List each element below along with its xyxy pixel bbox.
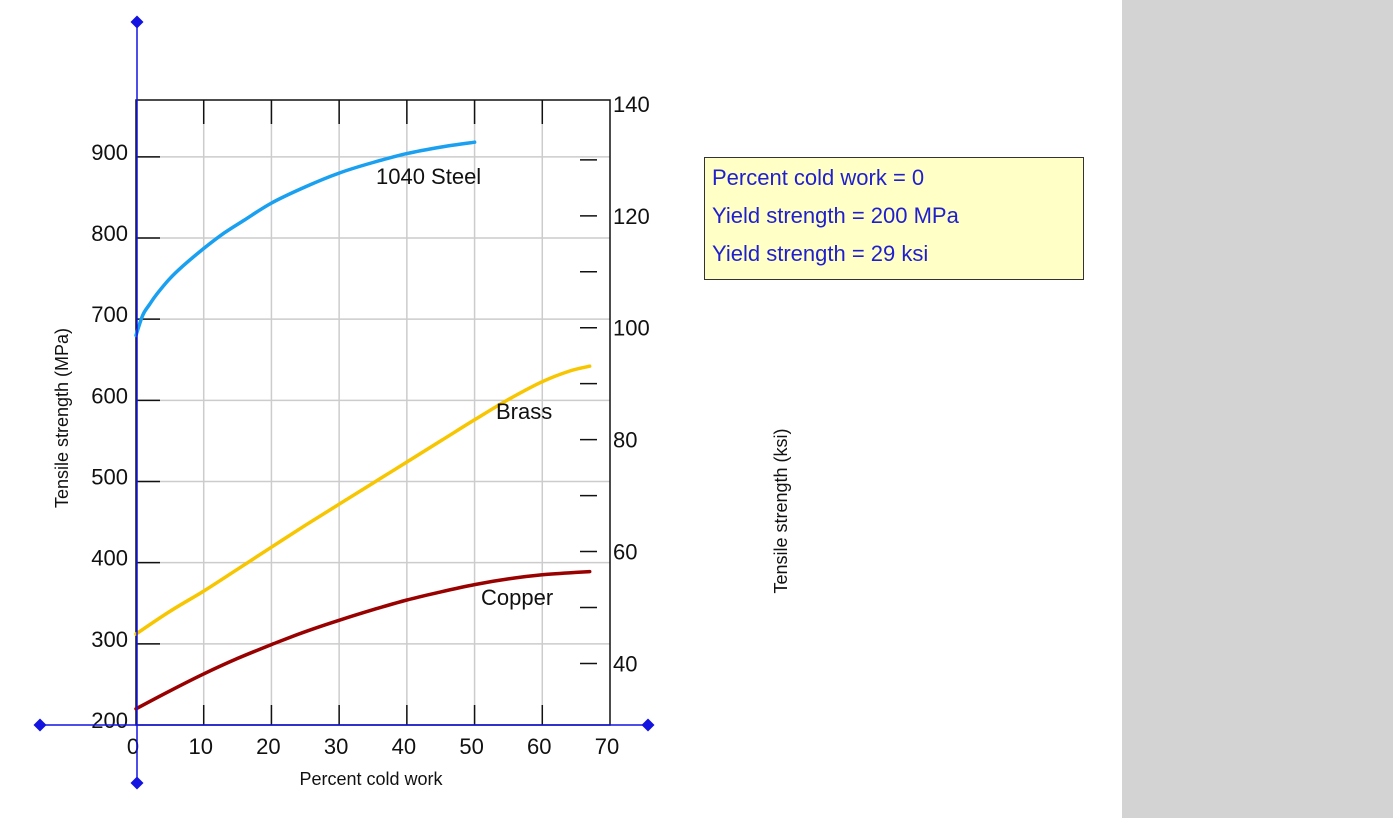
y-tick-label-900: 900 — [91, 140, 128, 165]
copper-label: Copper — [481, 585, 553, 610]
y-tick-label-600: 600 — [91, 383, 128, 408]
y-tick-label-700: 700 — [91, 302, 128, 327]
y-right-tick-label-120: 120 — [613, 204, 650, 229]
x-tick-label-30: 30 — [324, 734, 348, 759]
x-tick-label-10: 10 — [188, 734, 212, 759]
brass-curve — [134, 364, 592, 636]
y-tick-label-500: 500 — [91, 464, 128, 489]
y-right-tick-label-100: 100 — [613, 316, 650, 341]
x-tick-label-70: 70 — [595, 734, 619, 759]
x-tick-label-50: 50 — [459, 734, 483, 759]
cursor-right-handle[interactable] — [641, 718, 655, 732]
y-axis-title: Tensile strength (MPa) — [52, 328, 72, 508]
steel-label: 1040 Steel — [376, 164, 481, 189]
y-tick-label-400: 400 — [91, 546, 128, 571]
cursor-bottom-handle[interactable] — [130, 776, 144, 790]
y-tick-label-800: 800 — [91, 221, 128, 246]
readout-box: Percent cold work = 0 Yield strength = 2… — [704, 157, 1084, 280]
x-tick-label-40: 40 — [392, 734, 416, 759]
series-curves — [134, 140, 592, 711]
y-tick-label-200: 200 — [91, 708, 128, 733]
cursor-top-handle[interactable] — [130, 15, 144, 29]
y-tick-label-300: 300 — [91, 627, 128, 652]
yield-strength-mpa-readout: Yield strength = 200 MPa — [712, 203, 959, 228]
1040-steel-curve — [134, 140, 477, 338]
side-panel — [1122, 0, 1393, 818]
brass-label: Brass — [496, 399, 552, 424]
x-axis-title: Percent cold work — [299, 769, 443, 789]
y-right-tick-label-40: 40 — [613, 651, 637, 676]
cold-work-readout: Percent cold work = 0 — [712, 165, 925, 190]
x-tick-label-20: 20 — [256, 734, 280, 759]
tensile-strength-chart: 0 10 20 30 40 50 60 70 200 300 400 500 600 700 800 900 4… — [33, 15, 791, 790]
copper-curve — [134, 569, 592, 711]
chart-labels: 1040 Steel Brass Copper — [376, 164, 553, 610]
crosshair-cursor[interactable] — [33, 15, 655, 790]
x-tick-label-60: 60 — [527, 734, 551, 759]
x-tick-label-0: 0 — [127, 734, 139, 759]
y-right-tick-label-140: 140 — [613, 92, 650, 117]
y-right-tick-label-80: 80 — [613, 428, 637, 453]
axes: 0 10 20 30 40 50 60 70 200 300 400 500 600 700 800 900 4… — [52, 92, 791, 789]
y-right-axis-title: Tensile strength (ksi) — [771, 428, 791, 593]
y-right-tick-label-60: 60 — [613, 540, 637, 565]
yield-strength-ksi-readout: Yield strength = 29 ksi — [712, 241, 929, 266]
cursor-left-handle[interactable] — [33, 718, 47, 732]
